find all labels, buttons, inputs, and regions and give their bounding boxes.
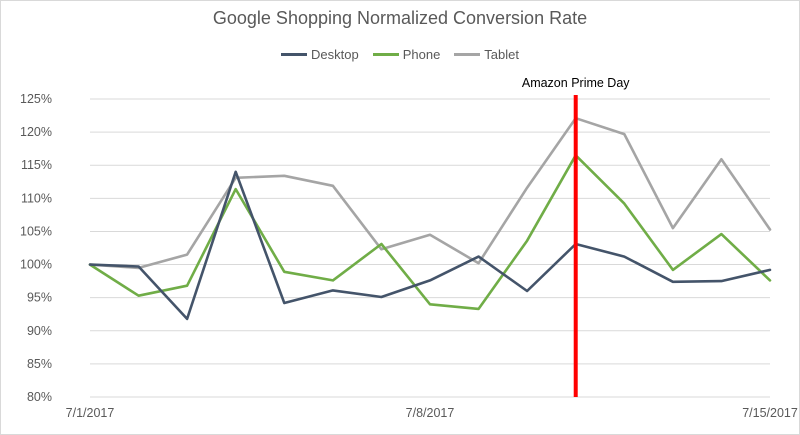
legend-label-desktop: Desktop — [311, 47, 359, 62]
series-line-tablet — [88, 116, 772, 270]
y-tick-label: 80% — [27, 390, 52, 404]
y-tick-label: 95% — [27, 291, 52, 305]
y-tick-label: 110% — [21, 191, 52, 205]
legend-label-phone: Phone — [402, 47, 441, 62]
y-tick-label: 115% — [21, 158, 52, 172]
annotations: Amazon Prime Day — [522, 76, 630, 397]
series-lines — [88, 116, 772, 321]
x-tick-label: 7/1/2017 — [66, 406, 115, 420]
y-tick-label: 90% — [27, 324, 52, 338]
legend-item-desktop: Desktop — [281, 47, 359, 62]
y-tick-label: 125% — [20, 92, 52, 106]
y-tick-label: 120% — [20, 125, 52, 139]
legend-swatch-desktop — [281, 53, 307, 56]
axes: 80% 85% 90% 95% 100% 105% 110% 115% 120% 125% 7/1/… — [20, 92, 798, 420]
y-tick-label: 100% — [20, 258, 52, 272]
legend-swatch-tablet — [454, 53, 481, 56]
x-tick-label: 7/15/2017 — [742, 406, 798, 420]
gridlines — [90, 98, 770, 398]
x-tick-label: 7/8/2017 — [406, 406, 455, 420]
legend: Desktop Phone Tablet — [0, 47, 800, 62]
annotation-label: Amazon Prime Day — [522, 76, 630, 90]
legend-label-tablet: Tablet — [484, 47, 519, 62]
series-line-desktop — [88, 170, 772, 321]
y-tick-label: 85% — [27, 357, 52, 371]
y-tick-label: 105% — [20, 224, 52, 238]
series-line-phone — [88, 154, 772, 311]
legend-item-tablet: Tablet — [454, 47, 519, 62]
chart-title: Google Shopping Normalized Conversion Ra… — [212, 8, 588, 28]
legend-swatch-phone — [372, 53, 399, 56]
legend-item-phone: Phone — [372, 47, 441, 62]
